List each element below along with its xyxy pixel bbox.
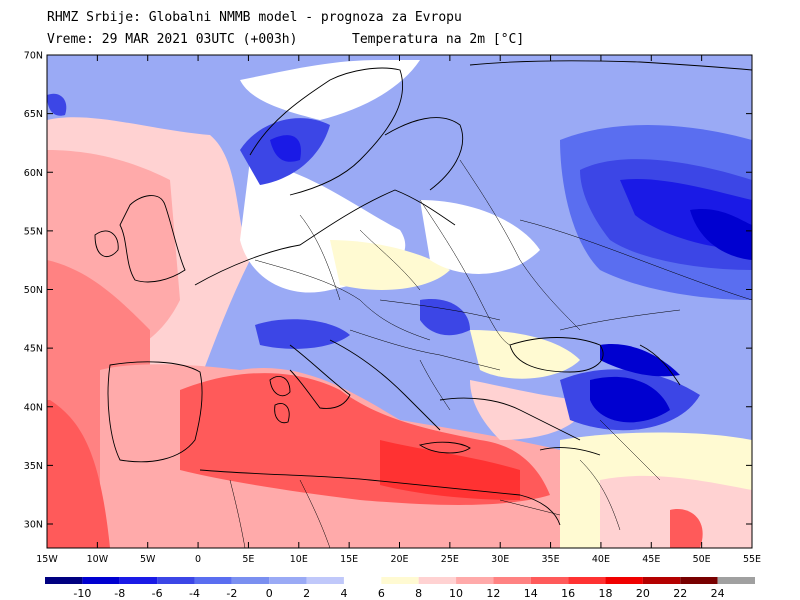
lat-label: 40N bbox=[24, 402, 43, 413]
colorbar-swatch bbox=[493, 577, 531, 584]
colorbar-swatch bbox=[157, 577, 195, 584]
lat-label: 50N bbox=[24, 285, 43, 296]
lon-label: 10W bbox=[87, 554, 109, 565]
colorbar-swatch bbox=[343, 577, 382, 584]
colorbar-label: 10 bbox=[449, 587, 463, 600]
forecast-time: Vreme: 29 MAR 2021 03UTC (+003h) bbox=[47, 32, 298, 47]
lat-label: 45N bbox=[24, 344, 43, 355]
colorbar-label: 12 bbox=[486, 587, 500, 600]
colorbar-label: 8 bbox=[415, 587, 422, 600]
colorbar-swatch bbox=[45, 577, 83, 584]
lon-label: 50E bbox=[693, 554, 711, 565]
colorbar bbox=[45, 577, 755, 584]
colorbar-swatch bbox=[82, 577, 120, 584]
colorbar-label: -10 bbox=[73, 587, 91, 600]
colorbar-label: 22 bbox=[673, 587, 687, 600]
lat-label: 60N bbox=[24, 168, 43, 179]
colorbar-swatch bbox=[194, 577, 232, 584]
lon-label: 10E bbox=[290, 554, 308, 565]
colorbar-swatch bbox=[605, 577, 643, 584]
colorbar-label: 20 bbox=[636, 587, 650, 600]
colorbar-swatch bbox=[269, 577, 307, 584]
lon-label: 30E bbox=[491, 554, 509, 565]
lon-label: 40E bbox=[592, 554, 610, 565]
colorbar-label: 18 bbox=[599, 587, 613, 600]
colorbar-label: 6 bbox=[378, 587, 385, 600]
colorbar-swatch bbox=[381, 577, 419, 584]
colorbar-swatch bbox=[642, 577, 681, 584]
lat-label: 35N bbox=[24, 461, 43, 472]
map-title: RHMZ Srbije: Globalni NMMB model - progn… bbox=[47, 10, 462, 25]
temperature-field bbox=[47, 55, 752, 548]
lon-label: 5E bbox=[242, 554, 254, 565]
colorbar-label: 16 bbox=[561, 587, 575, 600]
colorbar-swatch bbox=[231, 577, 270, 584]
lon-label: 15W bbox=[36, 554, 58, 565]
lon-label: 45E bbox=[642, 554, 660, 565]
colorbar-swatch bbox=[119, 577, 158, 584]
lon-label: 25E bbox=[441, 554, 459, 565]
lon-label: 20E bbox=[390, 554, 408, 565]
colorbar-label: -6 bbox=[152, 587, 163, 600]
country-borders bbox=[229, 159, 752, 548]
colorbar-swatch bbox=[530, 577, 569, 584]
colorbar-swatch bbox=[568, 577, 606, 584]
colorbar-label: 4 bbox=[340, 587, 347, 600]
colorbar-label: 2 bbox=[303, 587, 310, 600]
lat-label: 55N bbox=[24, 226, 43, 237]
colorbar-swatch bbox=[418, 577, 457, 584]
lon-label: 15E bbox=[340, 554, 358, 565]
lon-label: 5W bbox=[140, 554, 156, 565]
lat-label: 65N bbox=[24, 109, 43, 120]
colorbar-swatch bbox=[717, 577, 755, 584]
lon-label: 55E bbox=[743, 554, 761, 565]
colorbar-label: 0 bbox=[266, 587, 273, 600]
coastlines bbox=[94, 60, 752, 526]
colorbar-swatch bbox=[456, 577, 494, 584]
colorbar-swatch bbox=[306, 577, 344, 584]
lat-label: 70N bbox=[24, 51, 43, 62]
variable-label: Temperatura na 2m [°C] bbox=[352, 32, 525, 47]
colorbar-label: -4 bbox=[189, 587, 200, 600]
colorbar-label: -2 bbox=[226, 587, 237, 600]
lon-label: 0 bbox=[195, 554, 201, 565]
colorbar-label: 14 bbox=[524, 587, 538, 600]
colorbar-label: 24 bbox=[711, 587, 725, 600]
colorbar-label: -8 bbox=[114, 587, 125, 600]
lat-label: 30N bbox=[24, 520, 43, 531]
colorbar-swatch bbox=[680, 577, 718, 584]
lon-label: 35E bbox=[542, 554, 560, 565]
